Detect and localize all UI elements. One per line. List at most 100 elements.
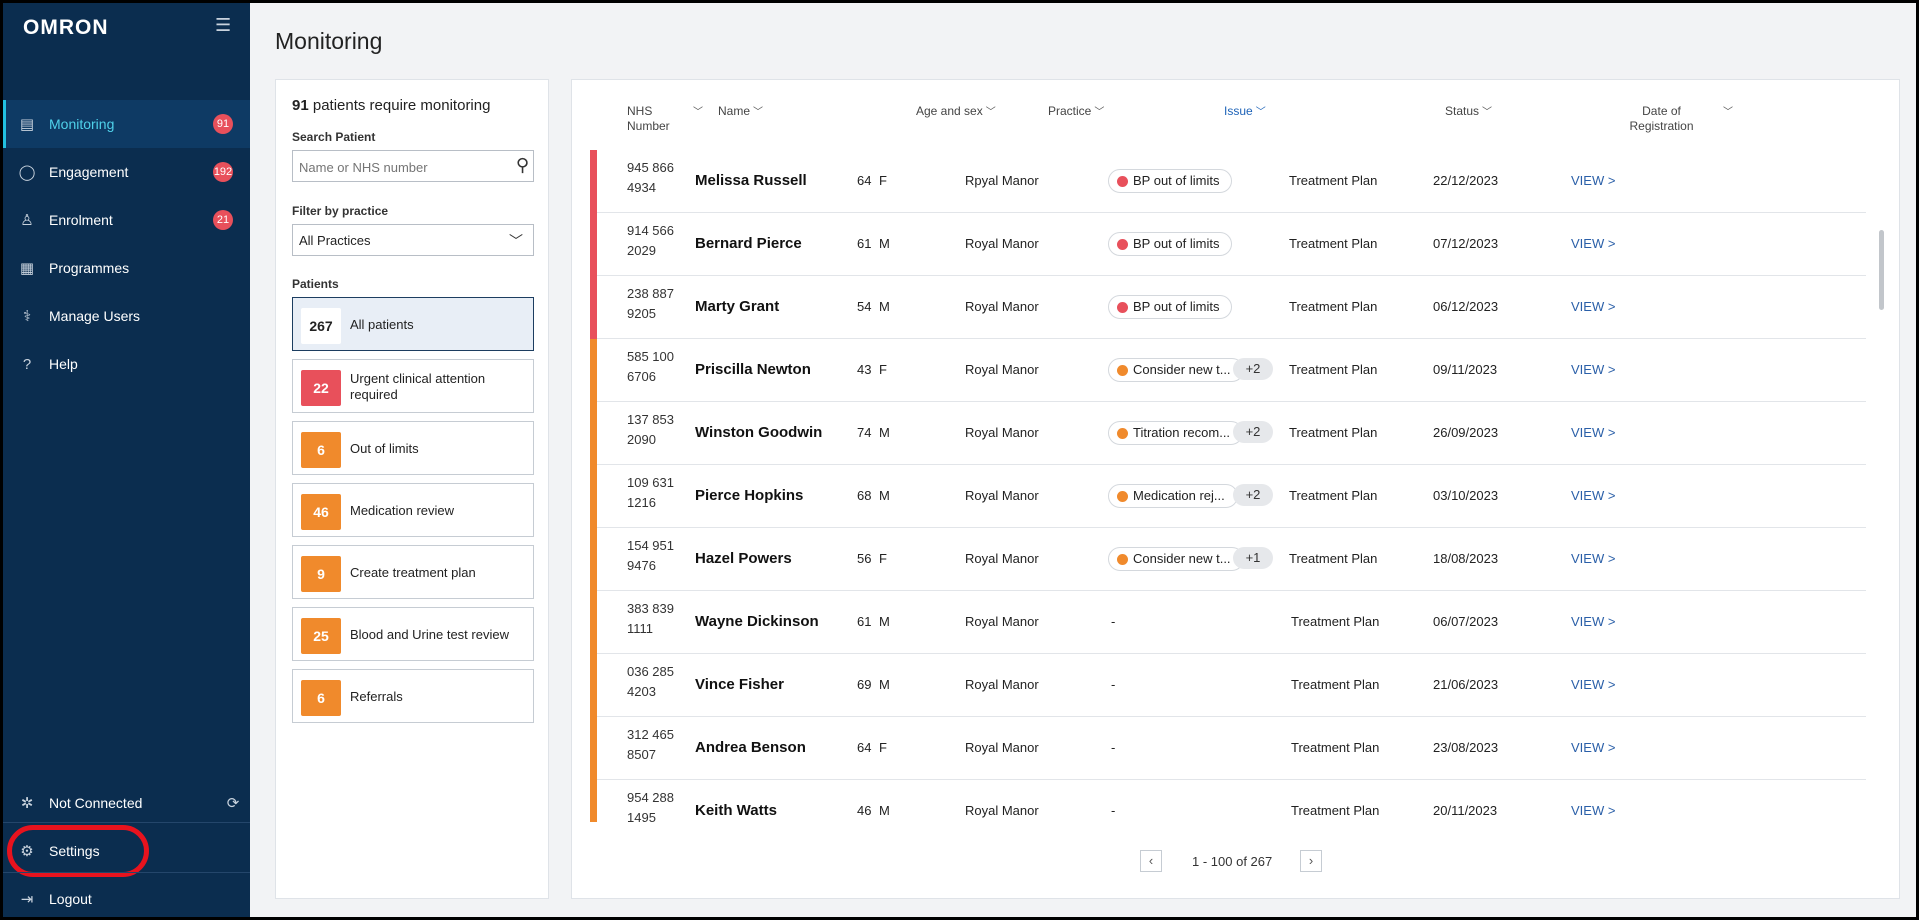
- search-icon[interactable]: ⚲: [515, 155, 529, 175]
- patient-status: Treatment Plan: [1291, 614, 1380, 629]
- more-issues-badge[interactable]: +2: [1233, 358, 1273, 380]
- view-link[interactable]: VIEW >: [1571, 488, 1616, 503]
- registration-date: 21/06/2023: [1433, 677, 1499, 692]
- monitoring-summary-text: patients require monitoring: [308, 97, 491, 114]
- sidebar-item-engagement[interactable]: ◯ Engagement 192: [3, 148, 250, 196]
- connection-label: Not Connected: [49, 795, 143, 811]
- sidebar-item-manage-users[interactable]: ⚕ Manage Users: [3, 292, 250, 340]
- column-header-label: Issue: [1224, 104, 1253, 118]
- column-header-label: Practice: [1048, 104, 1092, 118]
- category-all-patients[interactable]: 267 All patients: [292, 297, 534, 351]
- refresh-icon[interactable]: ⟳: [226, 795, 240, 812]
- category-blood-urine[interactable]: 25 Blood and Urine test review: [292, 607, 534, 661]
- view-link[interactable]: VIEW >: [1571, 173, 1616, 188]
- patient-name: Winston Goodwin: [695, 424, 823, 441]
- sidebar-item-label: Help: [49, 356, 78, 372]
- column-header-practice[interactable]: Practice ﹀: [1048, 104, 1104, 120]
- table-row[interactable]: 945 866 4934 Melissa Russell 64 F Rpyal Mano…: [590, 150, 1866, 213]
- view-link[interactable]: VIEW >: [1571, 614, 1616, 629]
- table-row[interactable]: 585 100 6706 Priscilla Newton 43 F Royal Man…: [590, 339, 1866, 402]
- priority-bar: [590, 402, 597, 465]
- patient-status: Treatment Plan: [1291, 740, 1380, 755]
- sidebar-item-monitoring[interactable]: ▤ Monitoring 91: [3, 100, 250, 148]
- view-link[interactable]: VIEW >: [1571, 299, 1616, 314]
- issue-label: Medication rej...: [1133, 488, 1225, 503]
- stethoscope-icon: ⚕: [22, 308, 32, 325]
- table-row[interactable]: 109 631 1216 Pierce Hopkins 68 M Royal Manor…: [590, 465, 1866, 528]
- category-count: 9: [301, 556, 341, 592]
- category-count: 22: [301, 370, 341, 406]
- view-link[interactable]: VIEW >: [1571, 551, 1616, 566]
- column-header-date[interactable]: Date of Registration: [1614, 104, 1709, 134]
- column-header-label: NHS Number: [627, 104, 670, 133]
- view-link[interactable]: VIEW >: [1571, 236, 1616, 251]
- patient-sex: F: [879, 362, 887, 377]
- nhs-number: 154 951 9476: [627, 538, 674, 573]
- column-header-name[interactable]: Name ﹀: [718, 104, 763, 120]
- column-header-nhs[interactable]: NHS Number: [627, 104, 677, 134]
- column-header-issue[interactable]: Issue ﹀: [1224, 104, 1266, 120]
- sidebar-item-label: Programmes: [49, 260, 130, 276]
- table-row[interactable]: 154 951 9476 Hazel Powers 56 F Royal Manor Co…: [590, 528, 1866, 591]
- scrollbar[interactable]: [1879, 230, 1884, 310]
- category-label: Create treatment plan: [350, 565, 476, 580]
- more-issues-badge[interactable]: +2: [1233, 421, 1273, 443]
- nhs-number: 383 839 1111: [627, 601, 674, 636]
- category-count: 267: [301, 308, 341, 344]
- issue-badge[interactable]: Medication rej...: [1108, 484, 1238, 508]
- more-issues-badge[interactable]: +2: [1233, 484, 1273, 506]
- view-link[interactable]: VIEW >: [1571, 425, 1616, 440]
- sidebar-item-logout[interactable]: ⇥ Logout: [3, 875, 250, 917]
- view-link[interactable]: VIEW >: [1571, 362, 1616, 377]
- table-row[interactable]: 312 465 8507 Andrea Benson 64 F Royal Manor -…: [590, 717, 1866, 780]
- column-header-status[interactable]: Status ﹀: [1445, 104, 1492, 120]
- search-input[interactable]: [299, 157, 499, 177]
- status-dot: [1117, 239, 1128, 250]
- issue-badge[interactable]: BP out of limits: [1108, 295, 1233, 319]
- category-medication-review[interactable]: 46 Medication review: [292, 483, 534, 537]
- table-row[interactable]: 954 288 1495 Keith Watts 46 M Royal Manor - Tr…: [590, 780, 1866, 822]
- table-row[interactable]: 036 285 4203 Vince Fisher 69 M Royal Manor - T…: [590, 654, 1866, 717]
- prev-page-button[interactable]: ‹: [1140, 850, 1162, 872]
- view-link[interactable]: VIEW >: [1571, 740, 1616, 755]
- sidebar-item-enrolment[interactable]: ♙ Enrolment 21: [3, 196, 250, 244]
- chevron-down-icon: ﹀: [509, 233, 523, 249]
- patient-age: 68: [857, 488, 872, 503]
- practice-name: Royal Manor: [965, 425, 1039, 440]
- table-row[interactable]: 137 853 2090 Winston Goodwin 74 M Royal Mano…: [590, 402, 1866, 465]
- practice-select[interactable]: All Practices ﹀: [292, 224, 534, 256]
- sort-icon[interactable]: ﹀: [693, 107, 703, 118]
- patient-age: 61: [857, 614, 872, 629]
- issue-badge[interactable]: Consider new t...: [1108, 358, 1244, 382]
- more-issues-badge[interactable]: +1: [1233, 547, 1273, 569]
- view-link[interactable]: VIEW >: [1571, 677, 1616, 692]
- view-link[interactable]: VIEW >: [1571, 803, 1616, 818]
- priority-bar: [590, 717, 597, 780]
- registration-date: 20/11/2023: [1433, 803, 1498, 818]
- issue-badge[interactable]: Titration recom...: [1108, 421, 1244, 445]
- table-row[interactable]: 914 566 2029 Bernard Pierce 61 M Royal Manor…: [590, 213, 1866, 276]
- issue-badge[interactable]: BP out of limits: [1108, 232, 1233, 256]
- category-label: Referrals: [350, 689, 403, 704]
- sort-icon[interactable]: ﹀: [1723, 107, 1733, 118]
- category-treatment-plan[interactable]: 9 Create treatment plan: [292, 545, 534, 599]
- category-out-of-limits[interactable]: 6 Out of limits: [292, 421, 534, 475]
- monitoring-count-badge: 91: [213, 114, 233, 134]
- practice-filter-label: Filter by practice: [292, 204, 389, 218]
- hamburger-icon[interactable]: ☰: [215, 15, 232, 35]
- patient-name: Vince Fisher: [695, 676, 784, 693]
- table-row[interactable]: 383 839 1111 Wayne Dickinson 61 M Royal Mano…: [590, 591, 1866, 654]
- nhs-number: 312 465 8507: [627, 727, 674, 762]
- priority-bar: [590, 339, 597, 402]
- column-header-age[interactable]: Age and sex ﹀: [916, 104, 996, 120]
- search-field[interactable]: ⚲: [292, 150, 534, 182]
- sidebar-item-programmes[interactable]: ▦ Programmes: [3, 244, 250, 292]
- category-urgent[interactable]: 22 Urgent clinical attention required: [292, 359, 534, 413]
- next-page-button[interactable]: ›: [1300, 850, 1322, 872]
- issue-badge[interactable]: BP out of limits: [1108, 169, 1233, 193]
- category-referrals[interactable]: 6 Referrals: [292, 669, 534, 723]
- issue-badge[interactable]: Consider new t...: [1108, 547, 1244, 571]
- patient-name: Priscilla Newton: [695, 361, 811, 378]
- table-row[interactable]: 238 887 9205 Marty Grant 54 M Royal Manor BP …: [590, 276, 1866, 339]
- sidebar-item-help[interactable]: ? Help: [3, 340, 250, 388]
